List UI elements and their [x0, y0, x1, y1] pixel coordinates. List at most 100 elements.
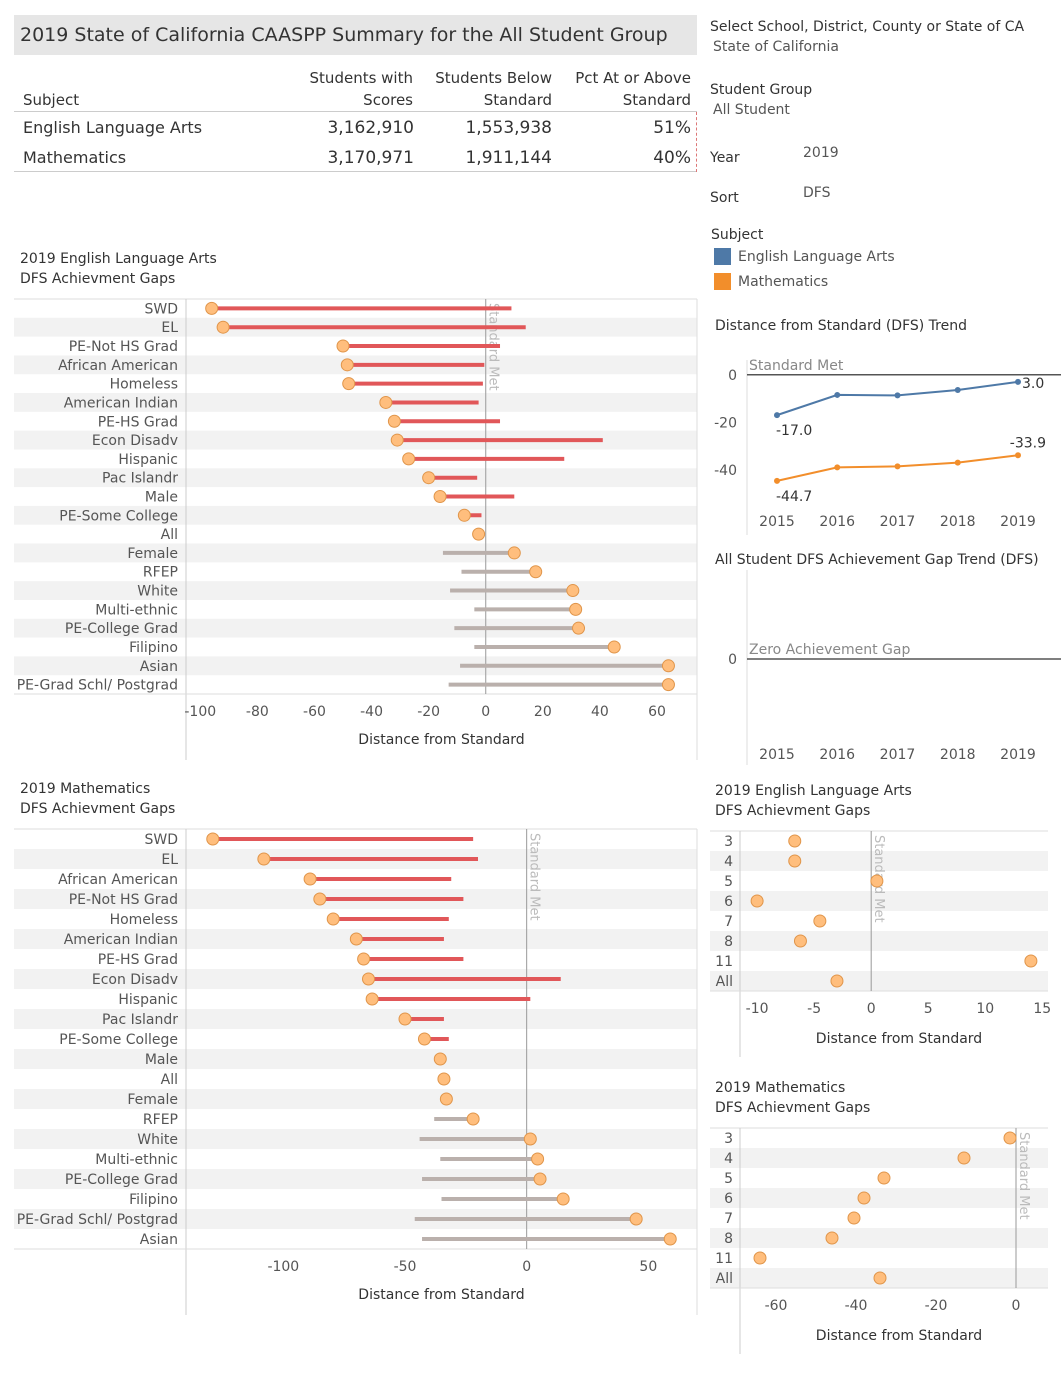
- select-label: Select School, District, County or State…: [710, 19, 1025, 35]
- dfs-dot: [422, 471, 436, 485]
- category-label: RFEP: [143, 1112, 178, 1128]
- legend-label-math[interactable]: Mathematics: [738, 274, 829, 290]
- dfs-dot: [457, 508, 471, 522]
- category-label: Multi-ethnic: [95, 1152, 178, 1168]
- category-label: 5: [724, 874, 733, 890]
- category-label: 11: [715, 1251, 733, 1267]
- x-tick-label: -100: [184, 704, 216, 720]
- series-point: [954, 386, 961, 393]
- row-band: [14, 393, 697, 412]
- y-tick-label: 0: [728, 652, 737, 668]
- x-tick-label: -40: [845, 1298, 868, 1314]
- category-label: American Indian: [64, 395, 178, 411]
- title-bar: [14, 15, 697, 55]
- dfs-dot: [813, 914, 827, 928]
- math-grades-title-line2: DFS Achievment Gaps: [715, 1100, 871, 1116]
- table-divider: [14, 171, 697, 172]
- category-label: American Indian: [64, 932, 178, 948]
- row-band: [14, 618, 697, 638]
- row-pct: 40%: [653, 148, 691, 168]
- category-label: PE-HS Grad: [98, 952, 178, 968]
- dfs-dot: [472, 527, 486, 541]
- category-label: 7: [724, 914, 733, 930]
- category-label: Male: [145, 1052, 178, 1068]
- dfs-dot: [437, 1072, 451, 1086]
- category-label: PE-HS Grad: [98, 414, 178, 430]
- row-scores: 3,170,971: [327, 148, 414, 168]
- dfs-dot: [661, 659, 675, 673]
- col-header-pct-line1: Pct At or Above: [575, 69, 691, 87]
- x-tick-label: 2017: [880, 747, 916, 763]
- series-point: [1015, 452, 1021, 459]
- dfs-dot: [1024, 954, 1038, 968]
- category-label: Filipino: [129, 1192, 178, 1208]
- category-label: PE-Grad Schl/ Postgrad: [17, 678, 178, 694]
- sort-value[interactable]: DFS: [803, 185, 831, 201]
- x-tick-label: 2017: [880, 514, 916, 530]
- dfs-dot: [750, 894, 764, 908]
- gap-trend-title: All Student DFS Achievement Gap Trend (D…: [715, 552, 1039, 568]
- category-label: White: [137, 1132, 178, 1148]
- series-line: [776, 380, 1019, 417]
- dfs-dot: [533, 1172, 547, 1186]
- year-value[interactable]: 2019: [803, 145, 839, 161]
- subject-legend-title: Subject: [711, 227, 764, 243]
- dfs-dot: [531, 1152, 545, 1166]
- group-value[interactable]: All Student: [713, 102, 790, 118]
- x-tick-label: 0: [867, 1001, 876, 1017]
- row-band: [710, 1188, 1048, 1208]
- reference-label: Standard Met: [1016, 1132, 1031, 1220]
- dfs-dot: [830, 974, 844, 988]
- dfs-dot: [1003, 1131, 1017, 1145]
- dfs-dot: [398, 1012, 412, 1026]
- col-header-subject: Subject: [23, 91, 80, 109]
- dfs-dot: [336, 339, 350, 353]
- x-tick-label: -20: [925, 1298, 948, 1314]
- category-label: Filipino: [129, 640, 178, 656]
- x-tick-label: -20: [417, 704, 440, 720]
- category-label: 6: [724, 894, 733, 910]
- series-point: [894, 463, 901, 470]
- category-label: SWD: [144, 832, 178, 848]
- dfs-dot: [607, 640, 621, 654]
- dfs-dot: [433, 490, 447, 503]
- dfs-dot: [365, 992, 379, 1006]
- series-point: [834, 391, 841, 398]
- x-tick-label: 15: [1033, 1001, 1051, 1017]
- col-header-below-line2: Standard: [483, 91, 552, 109]
- category-label: All: [716, 1271, 733, 1287]
- dfs-dot: [793, 934, 807, 948]
- x-tick-label: 0: [481, 704, 490, 720]
- dfs-dot: [402, 452, 416, 466]
- x-axis-title: Distance from Standard: [358, 732, 524, 748]
- series-point: [1015, 378, 1021, 385]
- ela-gaps-title: 2019 English Language Arts DFS Achievmen…: [20, 249, 217, 289]
- x-tick-label: 2019: [1000, 747, 1036, 763]
- category-label: African American: [58, 358, 178, 374]
- category-label: 8: [724, 1231, 733, 1247]
- select-value[interactable]: State of California: [713, 39, 839, 55]
- dfs-dot: [877, 1171, 891, 1185]
- category-label: Multi-ethnic: [95, 602, 178, 618]
- category-label: Hispanic: [118, 452, 178, 468]
- y-tick-label: 0: [728, 368, 737, 384]
- row-band: [710, 971, 1048, 991]
- dfs-dot: [357, 952, 371, 966]
- year-label: Year: [710, 150, 740, 166]
- ela-gaps-title-line1: 2019 English Language Arts: [20, 251, 217, 267]
- category-label: Econ Disadv: [92, 433, 178, 449]
- category-label: SWD: [144, 301, 178, 317]
- category-label: 8: [724, 934, 733, 950]
- dfs-dot: [663, 1232, 677, 1246]
- legend-label-ela[interactable]: English Language Arts: [738, 249, 895, 265]
- row-band: [14, 543, 697, 563]
- x-tick-label: 50: [639, 1259, 657, 1275]
- category-label: 5: [724, 1171, 733, 1187]
- dfs-dot: [507, 546, 521, 560]
- row-below: 1,553,938: [465, 118, 552, 138]
- y-tick-label: -40: [714, 463, 737, 479]
- sort-label: Sort: [710, 190, 739, 206]
- reference-label: Zero Achievement Gap: [749, 642, 910, 658]
- dfs-dot: [556, 1192, 570, 1206]
- reference-label: Standard Met: [527, 833, 542, 921]
